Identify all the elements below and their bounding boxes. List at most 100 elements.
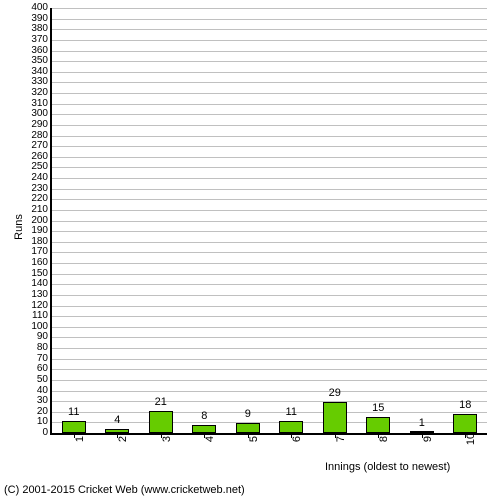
bar-value-label: 21 [155,396,167,408]
bar-value-label: 4 [114,414,120,426]
y-tick-label: 30 [37,396,48,406]
grid-line [52,401,487,402]
grid-line [52,125,487,126]
grid-line [52,29,487,30]
grid-line [52,8,487,9]
y-tick-label: 260 [31,152,48,162]
bar [453,414,477,433]
y-tick-label: 150 [31,269,48,279]
grid-line [52,295,487,296]
y-tick-label: 220 [31,194,48,204]
y-tick-label: 360 [31,46,48,56]
y-tick-label: 140 [31,279,48,289]
y-tick-label: 400 [31,3,48,13]
y-tick-label: 270 [31,141,48,151]
bar [192,425,216,434]
y-tick-label: 350 [31,56,48,66]
x-tick-label: 10 [465,433,477,445]
grid-line [52,316,487,317]
y-tick-label: 330 [31,77,48,87]
y-tick-label: 120 [31,301,48,311]
bar [279,421,303,433]
bar [149,411,173,433]
y-tick-label: 310 [31,99,48,109]
grid-line [52,61,487,62]
y-tick-label: 110 [32,311,48,321]
grid-line [52,199,487,200]
grid-line [52,263,487,264]
grid-line [52,114,487,115]
x-tick-label: 8 [378,436,390,442]
bar-value-label: 15 [372,402,384,414]
bar-value-label: 29 [329,387,341,399]
bar [62,421,86,433]
bar-value-label: 8 [201,410,207,422]
x-axis-title: Innings (oldest to newest) [325,461,450,473]
y-tick-label: 210 [31,205,48,215]
grid-line [52,40,487,41]
y-tick-label: 240 [31,173,48,183]
y-tick-label: 180 [31,237,48,247]
y-tick-label: 300 [31,109,48,119]
x-tick-label: 9 [422,436,434,442]
grid-line [52,93,487,94]
y-tick-label: 10 [37,417,48,427]
x-tick-label: 1 [74,436,86,442]
footer-copyright: (C) 2001-2015 Cricket Web (www.cricketwe… [4,484,245,496]
y-tick-label: 90 [37,332,48,342]
grid-line [52,337,487,338]
grid-line [52,146,487,147]
grid-line [52,252,487,253]
y-tick-label: 80 [37,343,48,353]
y-tick-label: 250 [31,162,48,172]
y-tick-label: 100 [31,322,48,332]
x-tick-label: 6 [291,436,303,442]
y-tick-label: 20 [37,407,48,417]
grid-line [52,412,487,413]
x-tick-label: 7 [335,436,347,442]
grid-line [52,369,487,370]
x-tick-label: 2 [117,436,129,442]
grid-line [52,221,487,222]
grid-line [52,391,487,392]
y-tick-label: 160 [31,258,48,268]
y-tick-label: 280 [31,131,48,141]
chart-container: 0102030405060708090100110120130140150160… [0,0,500,500]
grid-line [52,348,487,349]
y-tick-label: 390 [31,14,48,24]
grid-line [52,242,487,243]
y-tick-label: 230 [31,184,48,194]
bar [323,402,347,433]
y-tick-label: 190 [31,226,48,236]
grid-line [52,19,487,20]
grid-line [52,231,487,232]
y-tick-label: 170 [31,247,48,257]
y-axis-title: Runs [13,214,25,240]
bar-value-label: 11 [68,406,79,418]
x-tick-label: 4 [204,436,216,442]
y-tick-label: 320 [31,88,48,98]
y-tick-label: 0 [42,428,48,438]
grid-line [52,210,487,211]
y-tick-label: 60 [37,364,48,374]
y-tick-label: 290 [31,120,48,130]
grid-line [52,380,487,381]
grid-line [52,104,487,105]
y-tick-label: 130 [31,290,48,300]
grid-line [52,72,487,73]
y-tick-label: 200 [31,216,48,226]
bar-value-label: 9 [245,408,251,420]
grid-line [52,157,487,158]
y-tick-label: 40 [37,386,48,396]
x-tick-label: 5 [248,436,260,442]
grid-line [52,327,487,328]
bar-value-label: 18 [459,399,471,411]
grid-line [52,306,487,307]
bar-value-label: 1 [419,417,425,429]
bar-value-label: 11 [286,406,297,418]
grid-line [52,284,487,285]
grid-line [52,82,487,83]
x-tick-label: 3 [161,436,173,442]
bar [236,423,260,433]
y-tick-label: 380 [31,24,48,34]
